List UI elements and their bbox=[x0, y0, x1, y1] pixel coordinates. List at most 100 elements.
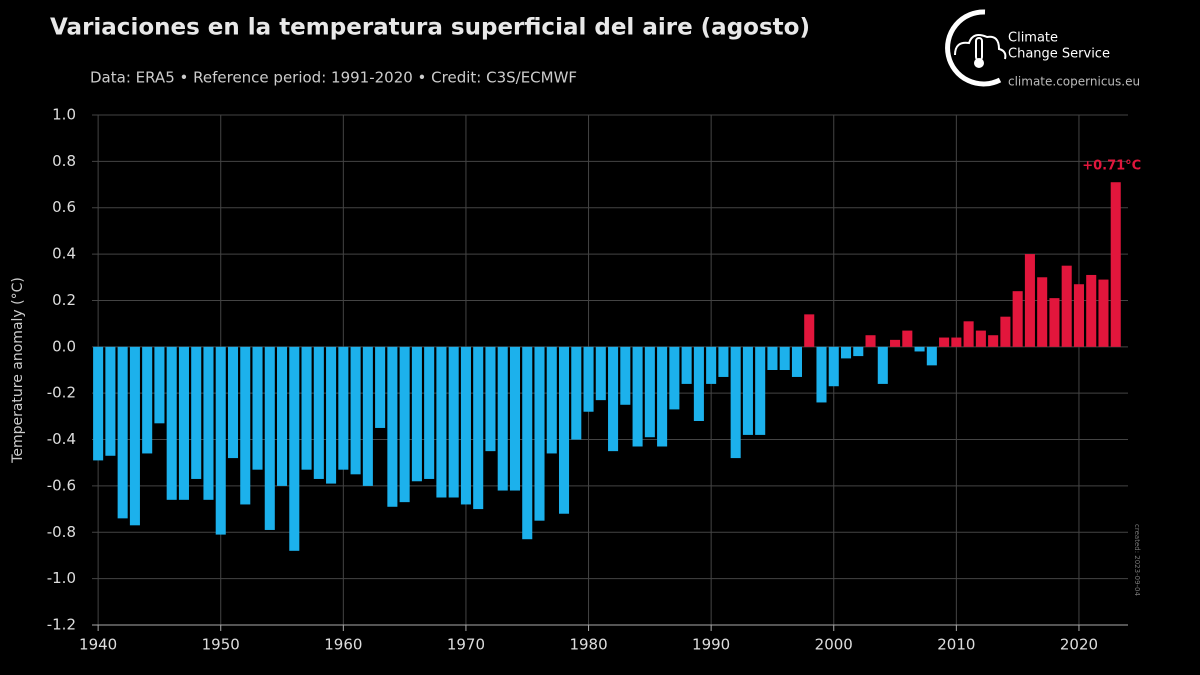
bar bbox=[375, 346, 386, 428]
bar bbox=[828, 346, 839, 387]
bar bbox=[277, 346, 288, 486]
bar bbox=[975, 330, 986, 347]
bar bbox=[424, 346, 435, 479]
bar bbox=[840, 346, 852, 359]
bar bbox=[951, 337, 962, 347]
x-tick-label: 2010 bbox=[937, 636, 975, 654]
bar bbox=[1037, 277, 1048, 347]
bar bbox=[411, 346, 422, 482]
bar bbox=[767, 346, 778, 370]
bar bbox=[804, 314, 815, 347]
bar bbox=[1086, 274, 1097, 347]
y-tick-label: -0.8 bbox=[47, 523, 76, 541]
bar bbox=[203, 346, 214, 500]
bar bbox=[301, 346, 312, 470]
bar bbox=[142, 346, 153, 454]
bar bbox=[460, 346, 471, 505]
bar bbox=[1073, 284, 1084, 347]
bar bbox=[117, 346, 128, 519]
bar bbox=[473, 346, 484, 510]
chart-title: Variaciones en la temperatura superficia… bbox=[50, 15, 810, 41]
bar bbox=[681, 346, 692, 384]
bar bbox=[1098, 279, 1109, 347]
bar bbox=[742, 346, 753, 435]
x-tick-label: 1940 bbox=[79, 636, 117, 654]
logo-arc bbox=[945, 9, 1002, 87]
bar bbox=[988, 335, 999, 347]
bar bbox=[387, 346, 398, 507]
bar bbox=[546, 346, 557, 454]
bar bbox=[730, 346, 741, 459]
bar bbox=[509, 346, 521, 491]
bar bbox=[583, 346, 594, 412]
bar bbox=[313, 346, 324, 479]
bar bbox=[215, 346, 226, 535]
bar bbox=[718, 346, 729, 377]
x-tick-label: 1990 bbox=[692, 636, 730, 654]
bar bbox=[914, 346, 925, 352]
y-tick-label: -0.6 bbox=[47, 476, 76, 494]
bar bbox=[1110, 182, 1121, 347]
logo-text: Climate bbox=[1008, 31, 1058, 46]
bar bbox=[963, 321, 974, 347]
x-tick-label: 2020 bbox=[1060, 636, 1098, 654]
bar bbox=[522, 346, 533, 540]
bar bbox=[632, 346, 643, 447]
bar bbox=[497, 346, 508, 491]
bar bbox=[816, 346, 827, 403]
bar bbox=[264, 346, 275, 530]
y-tick-label: 1.0 bbox=[52, 106, 76, 124]
bar bbox=[853, 346, 864, 357]
bar bbox=[448, 346, 459, 498]
y-tick-label: -0.4 bbox=[47, 430, 76, 448]
bar bbox=[644, 346, 655, 438]
bar bbox=[240, 346, 251, 505]
bar bbox=[191, 346, 202, 479]
bar bbox=[289, 346, 300, 551]
created-note: created: 2023-09-04 bbox=[1133, 524, 1141, 596]
bar bbox=[595, 346, 606, 401]
bar bbox=[105, 346, 116, 456]
bar bbox=[1024, 254, 1035, 347]
y-tick-label: -1.2 bbox=[47, 616, 76, 634]
bar bbox=[693, 346, 704, 421]
bar bbox=[1049, 298, 1060, 347]
bar bbox=[338, 346, 349, 470]
logo-cloud bbox=[954, 34, 1007, 60]
bar bbox=[154, 346, 165, 424]
bar bbox=[755, 346, 766, 435]
y-tick-label: 0.2 bbox=[52, 291, 76, 309]
y-tick-label: -0.2 bbox=[47, 384, 76, 402]
x-tick-label: 1970 bbox=[447, 636, 485, 654]
bar bbox=[779, 346, 790, 370]
bar bbox=[890, 339, 901, 347]
logo-text: Change Service bbox=[1008, 47, 1110, 62]
y-tick-label: -1.0 bbox=[47, 569, 76, 587]
bar bbox=[657, 346, 668, 447]
bar bbox=[93, 346, 104, 461]
y-tick-label: 0.0 bbox=[52, 337, 76, 355]
bar bbox=[939, 337, 950, 347]
bar bbox=[669, 346, 680, 410]
x-tick-label: 1980 bbox=[569, 636, 607, 654]
bar bbox=[129, 346, 140, 526]
bar bbox=[865, 335, 876, 347]
bar bbox=[166, 346, 177, 500]
bar bbox=[252, 346, 263, 470]
bar bbox=[1012, 291, 1023, 347]
x-tick-label: 2000 bbox=[815, 636, 853, 654]
bar bbox=[706, 346, 717, 384]
bar bbox=[534, 346, 545, 521]
bar bbox=[926, 346, 937, 366]
bar bbox=[877, 346, 888, 384]
x-tick-label: 1960 bbox=[324, 636, 362, 654]
y-tick-label: 0.8 bbox=[52, 152, 76, 170]
annotation: +0.71°C bbox=[1082, 159, 1141, 174]
bar bbox=[620, 346, 631, 405]
bar bbox=[399, 346, 410, 503]
bar bbox=[485, 346, 496, 452]
bar bbox=[1061, 265, 1072, 347]
bar bbox=[902, 330, 913, 347]
bar bbox=[1000, 316, 1011, 347]
